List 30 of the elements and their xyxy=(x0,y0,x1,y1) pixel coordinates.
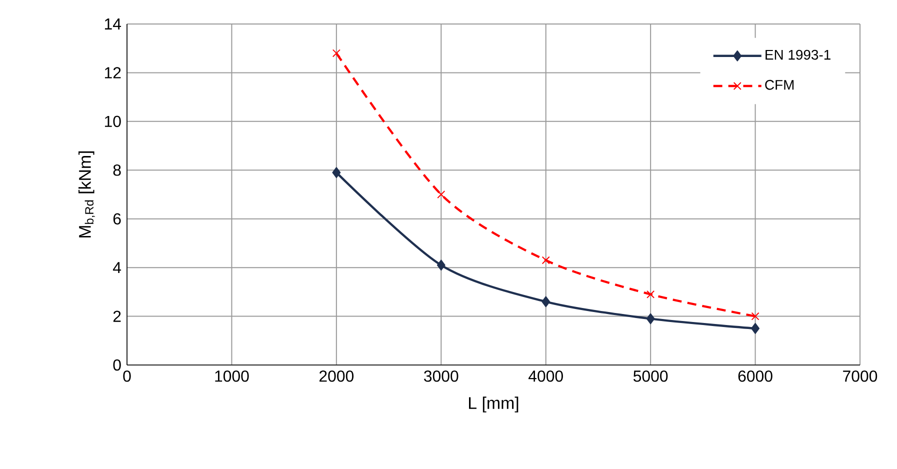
point xyxy=(437,190,446,199)
y-tick-label: 14 xyxy=(104,18,122,30)
x-tick-label: 4000 xyxy=(528,370,563,382)
x-tick-label: 7000 xyxy=(843,370,878,382)
y-tick-label: 8 xyxy=(113,164,121,176)
x-tick-label: 1000 xyxy=(215,370,249,382)
y-tick-label: 10 xyxy=(104,116,121,128)
point xyxy=(542,256,550,264)
y-axis-title: M$_{b,Rd}$ [kNm] xyxy=(78,151,95,238)
point xyxy=(751,312,760,320)
point xyxy=(646,290,655,298)
y-tick-label: 4 xyxy=(112,262,122,274)
x-tick-label: 5000 xyxy=(633,370,668,382)
y-tick-label: 12 xyxy=(104,67,121,78)
y-tick-label: 6 xyxy=(113,213,121,224)
y-tick-label: 2 xyxy=(113,310,121,322)
point xyxy=(332,49,340,58)
point xyxy=(542,296,550,308)
x-axis-title: L [mm] xyxy=(469,396,518,412)
x-tick-label: 2000 xyxy=(319,370,354,382)
legend-label: EN 1993-1 xyxy=(766,50,830,60)
point xyxy=(332,167,341,178)
y-tick-label: 0 xyxy=(113,359,121,371)
point xyxy=(751,322,760,334)
x-tick-label: 6000 xyxy=(738,370,772,382)
legend-label: CFM xyxy=(765,80,794,90)
x-tick-label: 0 xyxy=(123,370,131,382)
x-tick-label: 3000 xyxy=(424,370,458,382)
point xyxy=(646,313,655,324)
point xyxy=(436,260,446,271)
